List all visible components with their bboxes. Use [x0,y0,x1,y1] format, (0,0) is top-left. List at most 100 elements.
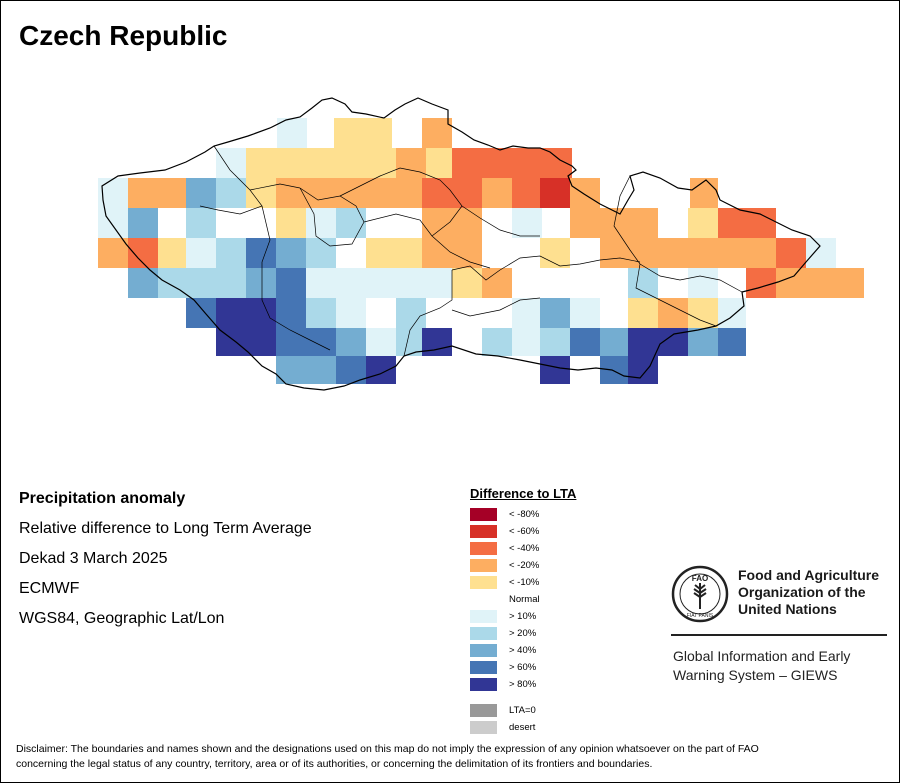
anomaly-cell [718,208,776,238]
anomaly-cell [540,298,570,328]
anomaly-cell [396,298,426,328]
legend-swatch [470,576,497,589]
legend-item: < -40% [470,540,576,557]
map-title: Czech Republic [19,20,228,51]
legend-label: < -10% [509,577,540,588]
anomaly-cell [628,356,658,384]
legend-item: > 10% [470,608,576,625]
anomaly-cell [452,178,482,208]
anomaly-cell [186,208,216,238]
info-line-4: WGS84, Geographic Lat/Lon [19,610,225,627]
fao-logo-motto: FIAT PANIS [687,613,714,619]
anomaly-cell [540,356,570,384]
anomaly-cell [658,298,688,328]
anomaly-cell [276,298,306,328]
fao-name-line-3: United Nations [738,601,837,617]
legend-label: < -60% [509,526,540,537]
legend-extra-swatch [470,721,497,734]
anomaly-cell [396,148,426,178]
info-line-2: Dekad 3 March 2025 [19,550,168,567]
anomaly-cell [276,328,336,356]
anomaly-cell [482,328,512,356]
anomaly-cell [512,298,542,328]
legend-item: > 20% [470,625,576,642]
anomaly-cell [512,328,540,356]
anomaly-cell [482,268,512,298]
anomaly-cell [216,238,246,268]
anomaly-cell [746,268,776,298]
fao-name-line-2: Organization of the [738,584,866,600]
anomaly-cell [246,178,276,208]
legend-swatch [470,644,497,657]
legend-label: Normal [509,594,540,605]
anomaly-cell [186,298,216,328]
legend-swatch [470,542,497,555]
disclaimer: Disclaimer: The boundaries and names sho… [16,742,886,772]
anomaly-cell [336,328,366,356]
anomaly-cell [246,238,276,268]
legend-swatch [470,627,497,640]
anomaly-cell [688,268,718,298]
anomaly-cell [452,268,482,298]
fao-logo-text: FAO [692,574,708,583]
anomaly-cell [806,238,836,268]
legend-item: > 80% [470,676,576,693]
anomaly-cell [776,238,806,268]
legend: Difference to LTA < -80% < -60% < -40% < -2… [470,486,576,736]
map-info: Precipitation anomaly Relative differenc… [19,490,312,640]
fao-name-line-1: Food and Agriculture [738,567,880,583]
anomaly-cell [600,356,628,384]
anomaly-cell [277,118,307,148]
anomaly-cell [98,238,128,268]
anomaly-cell [540,178,570,208]
anomaly-cell [158,268,246,298]
legend-swatch [470,678,497,691]
anomaly-cell [628,268,658,298]
legend-label: < -40% [509,543,540,554]
region-borders [199,145,743,357]
anomaly-cell [306,208,336,238]
anomaly-cell [422,178,452,208]
legend-extra-label: desert [509,722,536,733]
anomaly-cell [276,178,422,208]
legend-item: < -60% [470,523,576,540]
anomaly-cell [776,268,864,298]
legend-label: > 10% [509,611,537,622]
giews-line-1: Global Information and Early [673,648,851,664]
anomaly-cell [718,298,746,328]
anomaly-cell [688,328,718,356]
legend-label: < -80% [509,509,540,520]
anomaly-cell [600,238,628,268]
country-border [101,97,821,391]
legend-item: > 60% [470,659,576,676]
legend-item: Normal [470,591,576,608]
anomaly-cell [306,298,336,328]
anomaly-cell [158,238,186,268]
anomaly-cell [128,178,186,208]
legend-label: > 40% [509,645,537,656]
legend-label: > 80% [509,679,537,690]
legend-extra: LTA=0 desert [470,702,576,736]
anomaly-cell [276,356,336,384]
anomaly-cell [482,178,512,208]
legend-extra-item: desert [470,719,576,736]
anomaly-cell [396,268,452,298]
legend-swatch [470,508,497,521]
anomaly-cell [422,328,452,356]
info-line-1: Relative difference to Long Term Average [19,520,312,537]
anomaly-cell [366,328,396,356]
anomaly-cell [186,178,216,208]
anomaly-cell [276,208,306,238]
anomaly-cell [306,238,336,268]
info-line-3: ECMWF [19,580,80,597]
legend-item: > 40% [470,642,576,659]
legend-swatch [470,610,497,623]
legend-swatch [470,661,497,674]
anomaly-cell [512,208,542,238]
anomaly-cell [600,328,628,356]
legend-extra-item: LTA=0 [470,702,576,719]
anomaly-cell [276,238,306,268]
anomaly-cell [688,208,718,238]
anomaly-cell [366,356,396,384]
legend-item: < -20% [470,557,576,574]
